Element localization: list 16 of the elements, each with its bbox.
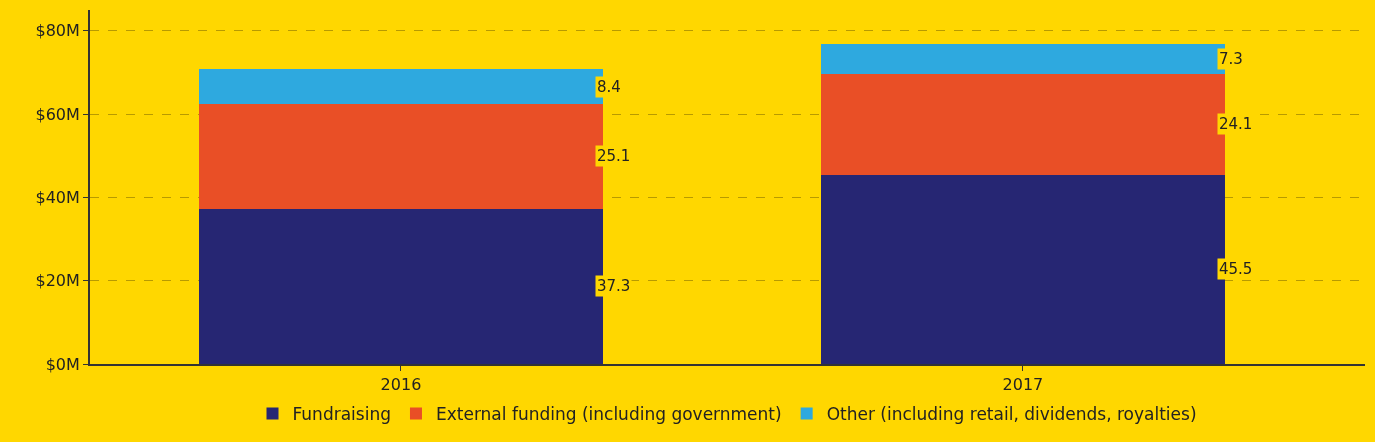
data-label: 7.3 bbox=[1219, 50, 1243, 68]
y-tick-label: $0M bbox=[45, 354, 80, 374]
y-tick-label: $80M bbox=[35, 21, 80, 41]
data-label: 37.3 bbox=[597, 277, 631, 295]
y-tick-label: $60M bbox=[35, 104, 80, 124]
x-tick-label: 2017 bbox=[1002, 375, 1044, 395]
legend-label: External funding (including government) bbox=[435, 404, 782, 425]
x-tick-label: 2016 bbox=[380, 375, 422, 395]
legend-label: Other (including retail, dividends, royalties) bbox=[826, 404, 1197, 425]
legend-label: Fundraising bbox=[292, 404, 391, 425]
y-tick-label: $20M bbox=[35, 271, 80, 291]
data-label: 25.1 bbox=[597, 147, 631, 165]
data-label: 45.5 bbox=[1219, 260, 1253, 278]
data-label: 8.4 bbox=[597, 78, 621, 96]
y-tick-label: $40M bbox=[35, 188, 80, 208]
data-label: 24.1 bbox=[1219, 115, 1253, 133]
